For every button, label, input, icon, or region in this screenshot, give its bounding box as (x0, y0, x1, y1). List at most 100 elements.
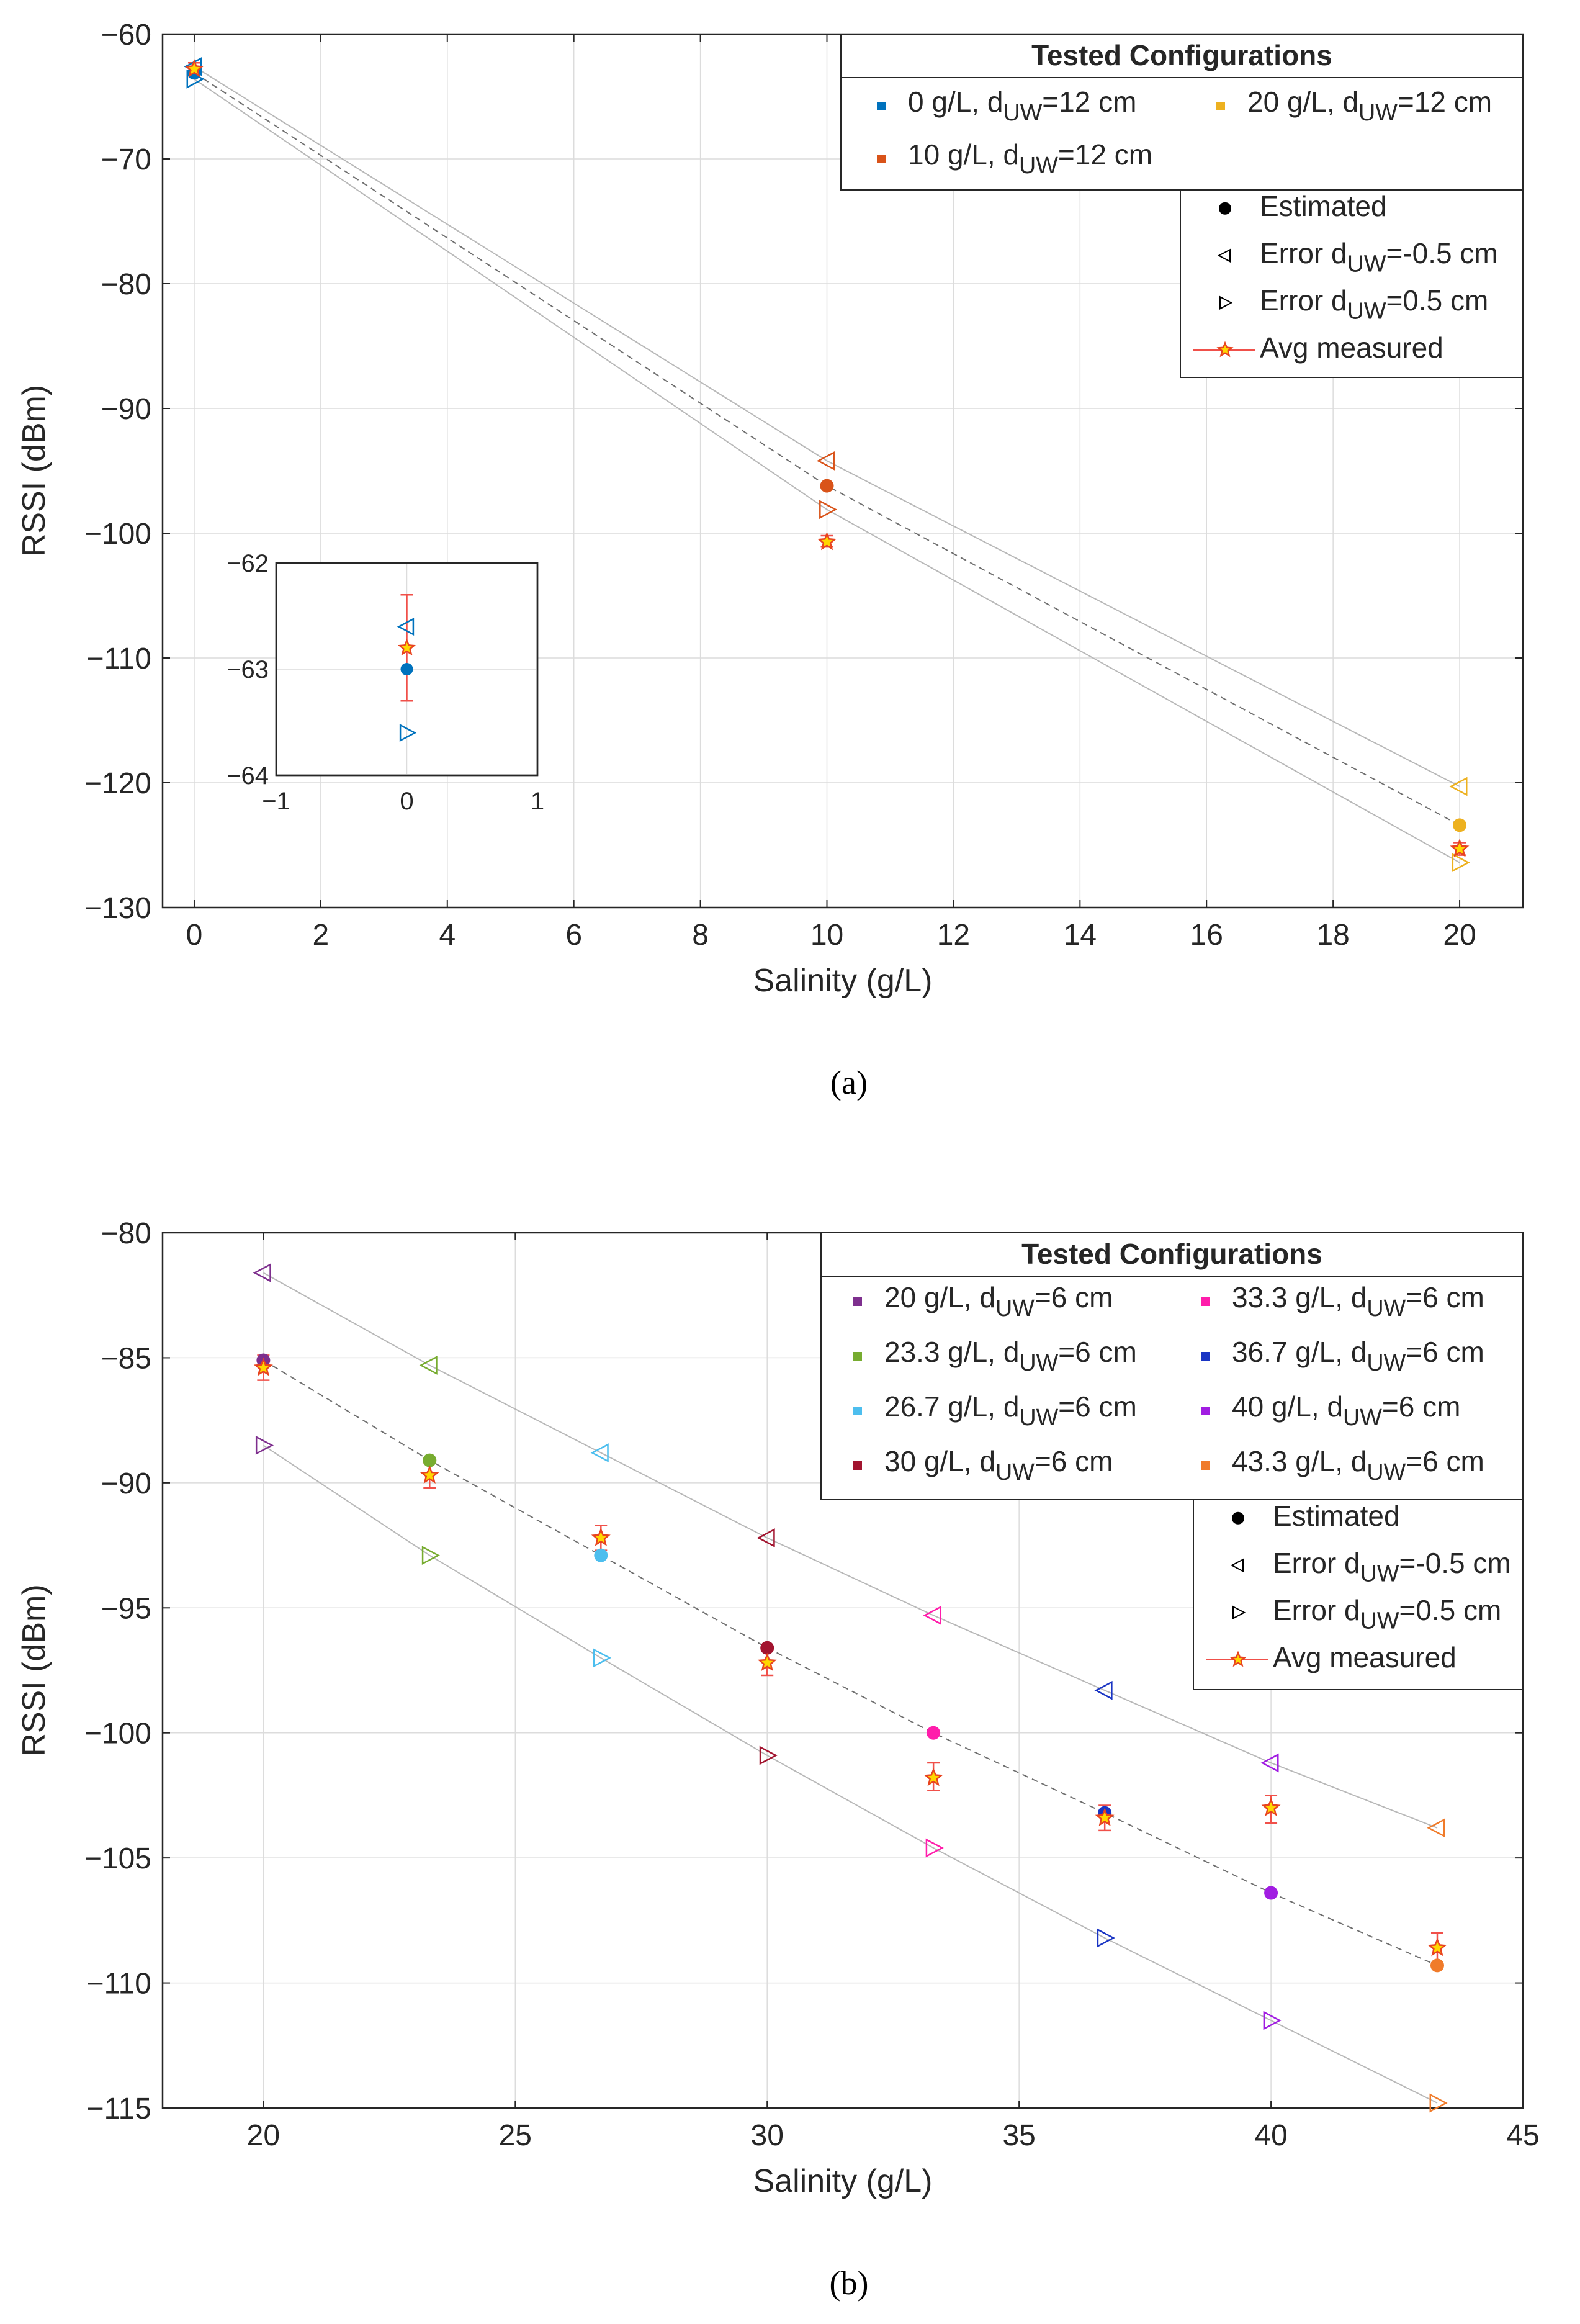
legend-avg-measured: Avg measured (1193, 331, 1443, 364)
legend-entry: 20 g/L, dUW=6 cm (853, 1281, 1113, 1321)
error-plus-point (255, 1436, 274, 1455)
star-icon (1229, 1651, 1247, 1667)
error-plus-point (1452, 853, 1470, 873)
estimated-point (927, 1726, 941, 1740)
x-tick-label: 4 (439, 919, 456, 952)
panel-caption: (b) (830, 2264, 869, 2302)
inset-y-tick-label: −63 (227, 656, 269, 683)
y-tick-label: −115 (86, 2092, 151, 2125)
legend-estimated: Estimated (1219, 190, 1387, 222)
legend-title: Tested Configurations (1031, 39, 1332, 71)
avg-measured-point (1261, 1798, 1281, 1816)
legend-marker-label: Error dUW=-0.5 cm (1260, 237, 1498, 277)
error-plus-point (593, 1648, 611, 1668)
error-minus-line (263, 1272, 1438, 1829)
legend-title: Tested Configurations (1021, 1238, 1322, 1270)
y-tick-label: −70 (101, 143, 151, 176)
legend-error-minus: Error dUW=-0.5 cm (1230, 1547, 1511, 1587)
config-markers (1449, 777, 1470, 873)
x-tick-label: 18 (1316, 919, 1349, 952)
star-icon (1216, 341, 1234, 358)
inset-y-tick-label: −62 (227, 550, 269, 577)
legend-entry-label: 20 g/L, dUW=6 cm (884, 1281, 1113, 1321)
legend-swatch (853, 1352, 862, 1361)
y-tick-label: −85 (101, 1342, 151, 1375)
avg-measured-point (420, 1465, 439, 1484)
x-tick-label: 14 (1064, 919, 1097, 952)
legend-entry-label: 40 g/L, dUW=6 cm (1232, 1390, 1460, 1430)
error-plus-point (819, 500, 838, 520)
legend-swatch (1201, 1461, 1210, 1470)
y-tick-label: −120 (84, 767, 151, 800)
error-minus-point (923, 1605, 941, 1625)
error-minus-point (419, 1356, 438, 1375)
legend-marker-label: Error dUW=0.5 cm (1273, 1594, 1501, 1634)
error-minus-point (253, 1263, 271, 1282)
legend-entry: 0 g/L, dUW=12 cm (877, 86, 1136, 125)
legend-error-plus: Error dUW=0.5 cm (1219, 284, 1488, 324)
triangle-left-icon (1230, 1558, 1244, 1572)
inset-x-tick-label: 1 (531, 788, 544, 815)
inset-y-tick-label: −64 (227, 762, 269, 790)
error-plus-point (1429, 2093, 1448, 2113)
legend-entry-label: 30 g/L, dUW=6 cm (884, 1445, 1113, 1485)
avg-measured-point (757, 1652, 777, 1672)
y-tick-label: −90 (101, 393, 151, 426)
legend-marker-label: Avg measured (1260, 331, 1443, 364)
y-tick-label: −60 (101, 19, 151, 52)
series-points (253, 1263, 1448, 2113)
inset-estimated-point (400, 663, 413, 675)
legend-entry: 40 g/L, dUW=6 cm (1201, 1390, 1460, 1430)
inset-x-tick-label: 0 (400, 788, 413, 815)
legend-entry: 10 g/L, dUW=12 cm (877, 138, 1152, 178)
y-tick-label: −80 (101, 268, 151, 301)
x-tick-label: 30 (751, 2119, 784, 2152)
x-tick-label: 35 (1002, 2119, 1035, 2152)
legend-swatch (853, 1407, 862, 1415)
x-tick-label: 12 (937, 919, 970, 952)
triangle-left-icon (1217, 248, 1231, 263)
y-axis-label: RSSI (dBm) (16, 385, 52, 557)
y-tick-label: −110 (86, 1968, 151, 2001)
config-markers (923, 1605, 944, 1858)
estimated-point (1264, 1886, 1278, 1900)
y-tick-label: −90 (101, 1467, 151, 1500)
inset-error-minus-point (397, 618, 415, 636)
legend-entry-label: 20 g/L, dUW=12 cm (1247, 86, 1492, 125)
estimated-point (820, 479, 834, 493)
estimated-icon (1232, 1511, 1244, 1525)
legend-entry-label: 26.7 g/L, dUW=6 cm (884, 1390, 1137, 1430)
x-tick-label: 40 (1254, 2119, 1287, 2152)
legend-swatch (877, 155, 886, 163)
estimated-point (1430, 1958, 1444, 1973)
legend-entry-label: 23.3 g/L, dUW=6 cm (884, 1336, 1137, 1376)
legend-entry-label: 33.3 g/L, dUW=6 cm (1232, 1281, 1484, 1321)
y-tick-label: −110 (86, 642, 151, 675)
x-tick-label: 20 (247, 2119, 280, 2152)
config-markers (253, 1263, 274, 1455)
estimated-point (594, 1548, 608, 1562)
error-plus-point (925, 1838, 944, 1858)
error-plus-point (186, 69, 205, 89)
legend-swatch (853, 1297, 862, 1306)
error-plus-line (194, 78, 1460, 863)
legend-avg-measured: Avg measured (1206, 1641, 1457, 1673)
legend-marker-label: Estimated (1260, 190, 1387, 222)
estimated-point (1453, 818, 1467, 832)
y-tick-label: −100 (84, 1718, 151, 1750)
error-minus-point (1260, 1753, 1279, 1773)
legend-entry-label: 0 g/L, dUW=12 cm (908, 86, 1136, 125)
x-tick-label: 45 (1506, 2119, 1539, 2152)
triangle-right-icon (1219, 295, 1233, 310)
legend-swatch (1201, 1352, 1210, 1361)
legend-error-plus: Error dUW=0.5 cm (1232, 1594, 1501, 1634)
triangle-right-icon (1232, 1605, 1246, 1619)
x-axis-label: Salinity (g/L) (753, 2163, 933, 2199)
estimated-line (263, 1359, 1438, 1966)
config-markers (419, 1356, 440, 1565)
error-minus-point (1427, 1818, 1445, 1838)
x-tick-label: 6 (565, 919, 582, 952)
legend-marker-label: Error dUW=-0.5 cm (1273, 1547, 1511, 1587)
x-tick-label: 8 (692, 919, 709, 952)
error-plus-point (759, 1745, 778, 1765)
